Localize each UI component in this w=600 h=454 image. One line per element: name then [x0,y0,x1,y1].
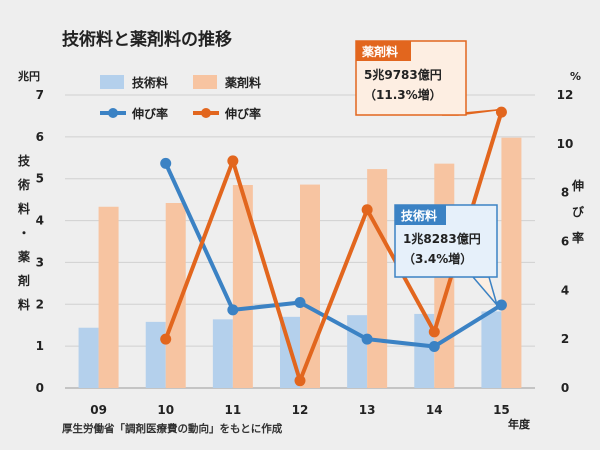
x-tick-label: 13 [359,403,376,417]
legend-swatch-dot [201,108,211,118]
callout-header [395,205,446,225]
legend-label: 技術料 [132,75,168,90]
bar [232,184,253,388]
y-axis-label-char: 術 [17,177,30,192]
line-point [294,297,306,309]
line-point [227,304,239,316]
callout-text: 1兆8283億円 [403,231,481,246]
line-point [495,106,507,118]
line-point [361,204,373,216]
legend-label: 伸び率 [224,106,261,121]
line-point [495,299,507,311]
bar [367,169,388,388]
y-axis-label-right: 伸び率 [571,178,585,245]
left-tick-label: 3 [36,255,44,269]
legend-label: 伸び率 [131,106,168,121]
x-axis-label: 年度 [508,417,531,431]
x-tick-labels: 09 10 11 12 13 14 15 [90,403,510,417]
right-unit-label: % [570,70,581,83]
bar [347,315,368,388]
right-tick-label: 4 [561,283,569,297]
x-tick-label: 09 [90,403,107,417]
y-axis-label-char: 料 [18,297,30,312]
line-point [160,333,172,345]
callout-title: 薬剤料 [362,44,398,59]
x-tick-label: 14 [426,403,443,417]
callout-text: （11.3%増） [364,87,442,102]
line-point [361,333,373,345]
legend-swatch-dot [108,108,118,118]
right-tick-label: 10 [557,137,574,151]
y-axis-label-char: 料 [18,201,30,216]
series-line [163,162,503,349]
callout-text: 5兆9783億円 [364,67,442,82]
x-tick-label: 10 [157,403,174,417]
callouts: 薬剤料 5兆9783億円 （11.3%増） 技術料 1兆8283億円 （3.4%増） [355,40,498,306]
line-point [160,157,172,169]
y-axis-label-left: 技術料・薬剤料 [17,153,31,312]
left-tick-label: 2 [36,297,44,311]
x-tick-label: 11 [225,403,242,417]
bar [212,319,233,388]
y-axis-label-char: 技 [18,153,31,168]
line-point [227,155,239,167]
y-axis-label-char: 率 [572,230,584,245]
y-axis-label-char: 薬 [18,249,30,264]
x-tick-label: 15 [493,403,510,417]
y-axis-label-char: 剤 [17,273,30,288]
right-tick-label: 8 [561,186,569,200]
right-tick-labels: 0 2 4 6 8 10 12 [557,88,574,395]
left-tick-label: 7 [36,88,44,102]
callout-title: 技術料 [401,208,437,223]
legend-swatch [193,75,217,89]
y-axis-label-char: ・ [18,226,30,240]
legend-label: 薬剤料 [225,75,261,90]
y-axis-label-char: 伸 [571,178,584,193]
series-line [163,111,504,383]
line-point [428,340,440,352]
bar [481,311,502,388]
chart-title: 技術料と薬剤料の推移 [62,29,232,50]
right-tick-label: 6 [561,235,569,249]
left-unit-label: 兆円 [18,69,40,83]
right-tick-label: 2 [561,332,569,346]
bar [165,202,186,388]
left-tick-label: 4 [36,214,44,228]
bar [78,327,99,388]
callout-header [356,41,411,61]
right-tick-label: 12 [557,88,574,102]
callout-pointer [471,276,498,306]
line-point [428,326,440,338]
left-tick-label: 6 [36,130,44,144]
bar [98,206,119,388]
left-tick-label: 1 [36,339,44,353]
legend-swatch [100,75,124,89]
left-tick-label: 0 [36,381,44,395]
left-tick-labels: 0 1 2 3 4 5 6 7 [36,88,44,395]
source-note: 厚生労働省「調剤医療費の動向」をもとに作成 [62,422,283,435]
right-tick-label: 0 [561,381,569,395]
line-series [160,106,507,387]
bar [501,137,522,388]
callout-text: （3.4%増） [403,251,472,266]
x-tick-label: 12 [292,403,309,417]
line-point [294,375,306,387]
y-axis-label-char: び [572,204,585,219]
left-tick-label: 5 [36,172,44,186]
bar [145,321,166,388]
